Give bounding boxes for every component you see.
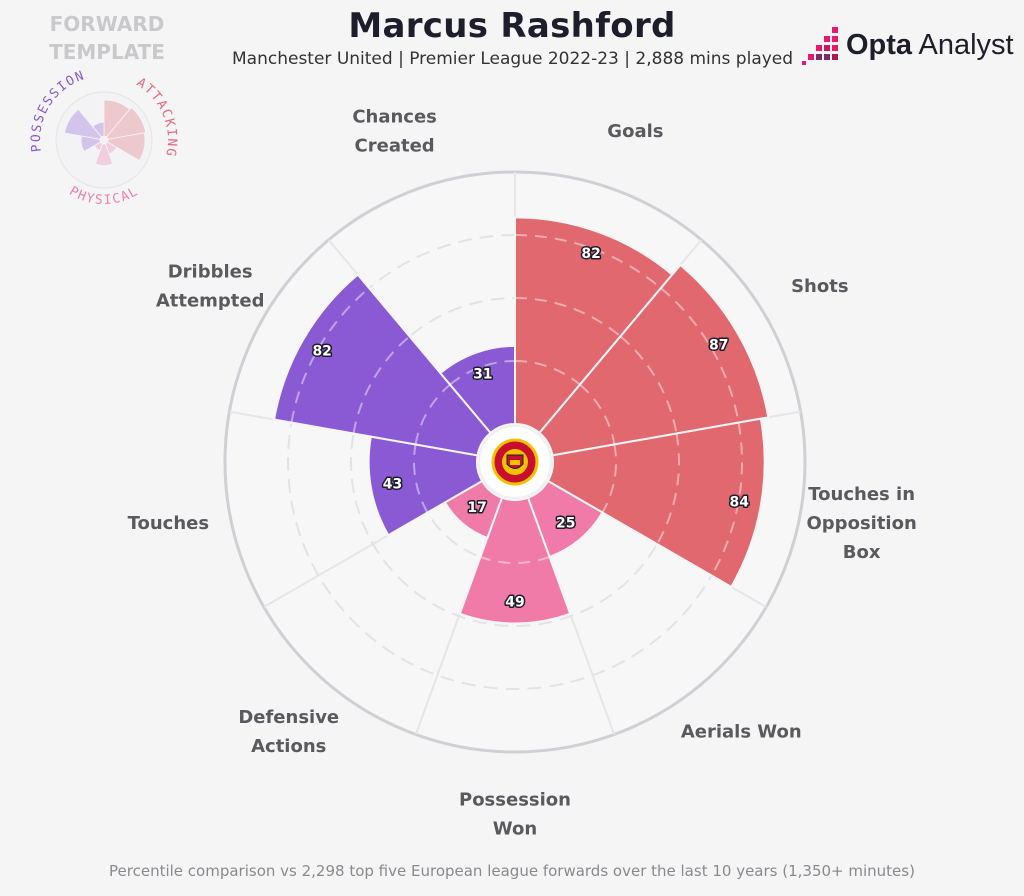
value-label: 49 (505, 594, 524, 610)
bar-grid-ring (290, 287, 370, 423)
bar-shots (538, 263, 770, 457)
template-title: FORWARD TEMPLATE (32, 10, 182, 66)
bar-grid-ring (601, 444, 617, 513)
bar-chart-icon (802, 27, 838, 65)
brand-name: Opta Analyst (846, 28, 1014, 61)
value-label: 43 (383, 477, 402, 493)
value-label: 82 (581, 246, 600, 262)
bar-grid-ring (514, 297, 622, 338)
mini-bar (106, 132, 146, 162)
bar-goals (514, 216, 674, 435)
template-title-line1: FORWARD (49, 12, 165, 36)
bar-grid-ring (619, 335, 678, 434)
bar-grid-ring (656, 433, 680, 545)
bar-grid-ring (413, 444, 429, 513)
bar-grid-ring (414, 383, 451, 445)
value-label: 31 (473, 367, 492, 383)
category-label: Touches (128, 513, 209, 534)
bar-grid-ring (579, 383, 616, 445)
category-label: Aerials Won (681, 722, 802, 743)
mini-bar (94, 143, 114, 166)
template-title-line2: TEMPLATE (49, 40, 165, 64)
club-crest-icon (491, 438, 539, 486)
value-label: 84 (729, 495, 749, 511)
bar-possession-won (458, 496, 572, 625)
mini-bar (92, 121, 105, 138)
category-label: Chances Created (352, 107, 437, 157)
bar-chances-created (438, 344, 516, 435)
bar-touches (367, 435, 484, 537)
bar-touches-in-opposition-box (546, 417, 766, 589)
footer-note: Percentile comparison vs 2,298 top five … (109, 862, 915, 880)
bar-grid-ring (352, 335, 411, 434)
bar-grid-ring (449, 360, 516, 386)
value-label: 87 (709, 337, 728, 353)
category-label: Goals (607, 121, 663, 142)
category-label: Dribbles Attempted (156, 262, 265, 312)
category-label: Shots (791, 276, 848, 297)
brand-logo: Opta Analyst (802, 20, 1014, 70)
bar-grid-ring (660, 287, 740, 423)
bar-dribbles-attempted (272, 273, 492, 457)
category-label: Possession Won (459, 790, 571, 840)
value-label: 17 (467, 500, 486, 516)
category-label: Defensive Actions (238, 707, 339, 757)
value-label: 25 (556, 516, 575, 532)
page-subtitle: Manchester United | Premier League 2022-… (232, 49, 794, 69)
bar-grid-ring (480, 555, 550, 564)
category-label: Touches in Opposition Box (807, 484, 917, 563)
bar-grid-ring (710, 422, 743, 576)
chart-area: 82 87 84 25 49 17 43 82 31 Goals Shots Touches in Op… (128, 107, 917, 840)
bar-grid-ring (514, 360, 581, 386)
mini-bar (106, 107, 147, 140)
page-title: Marcus Rashford (348, 6, 676, 46)
value-label: 82 (312, 344, 331, 360)
bar-grid-ring (514, 234, 662, 289)
mini-bar (64, 108, 102, 140)
